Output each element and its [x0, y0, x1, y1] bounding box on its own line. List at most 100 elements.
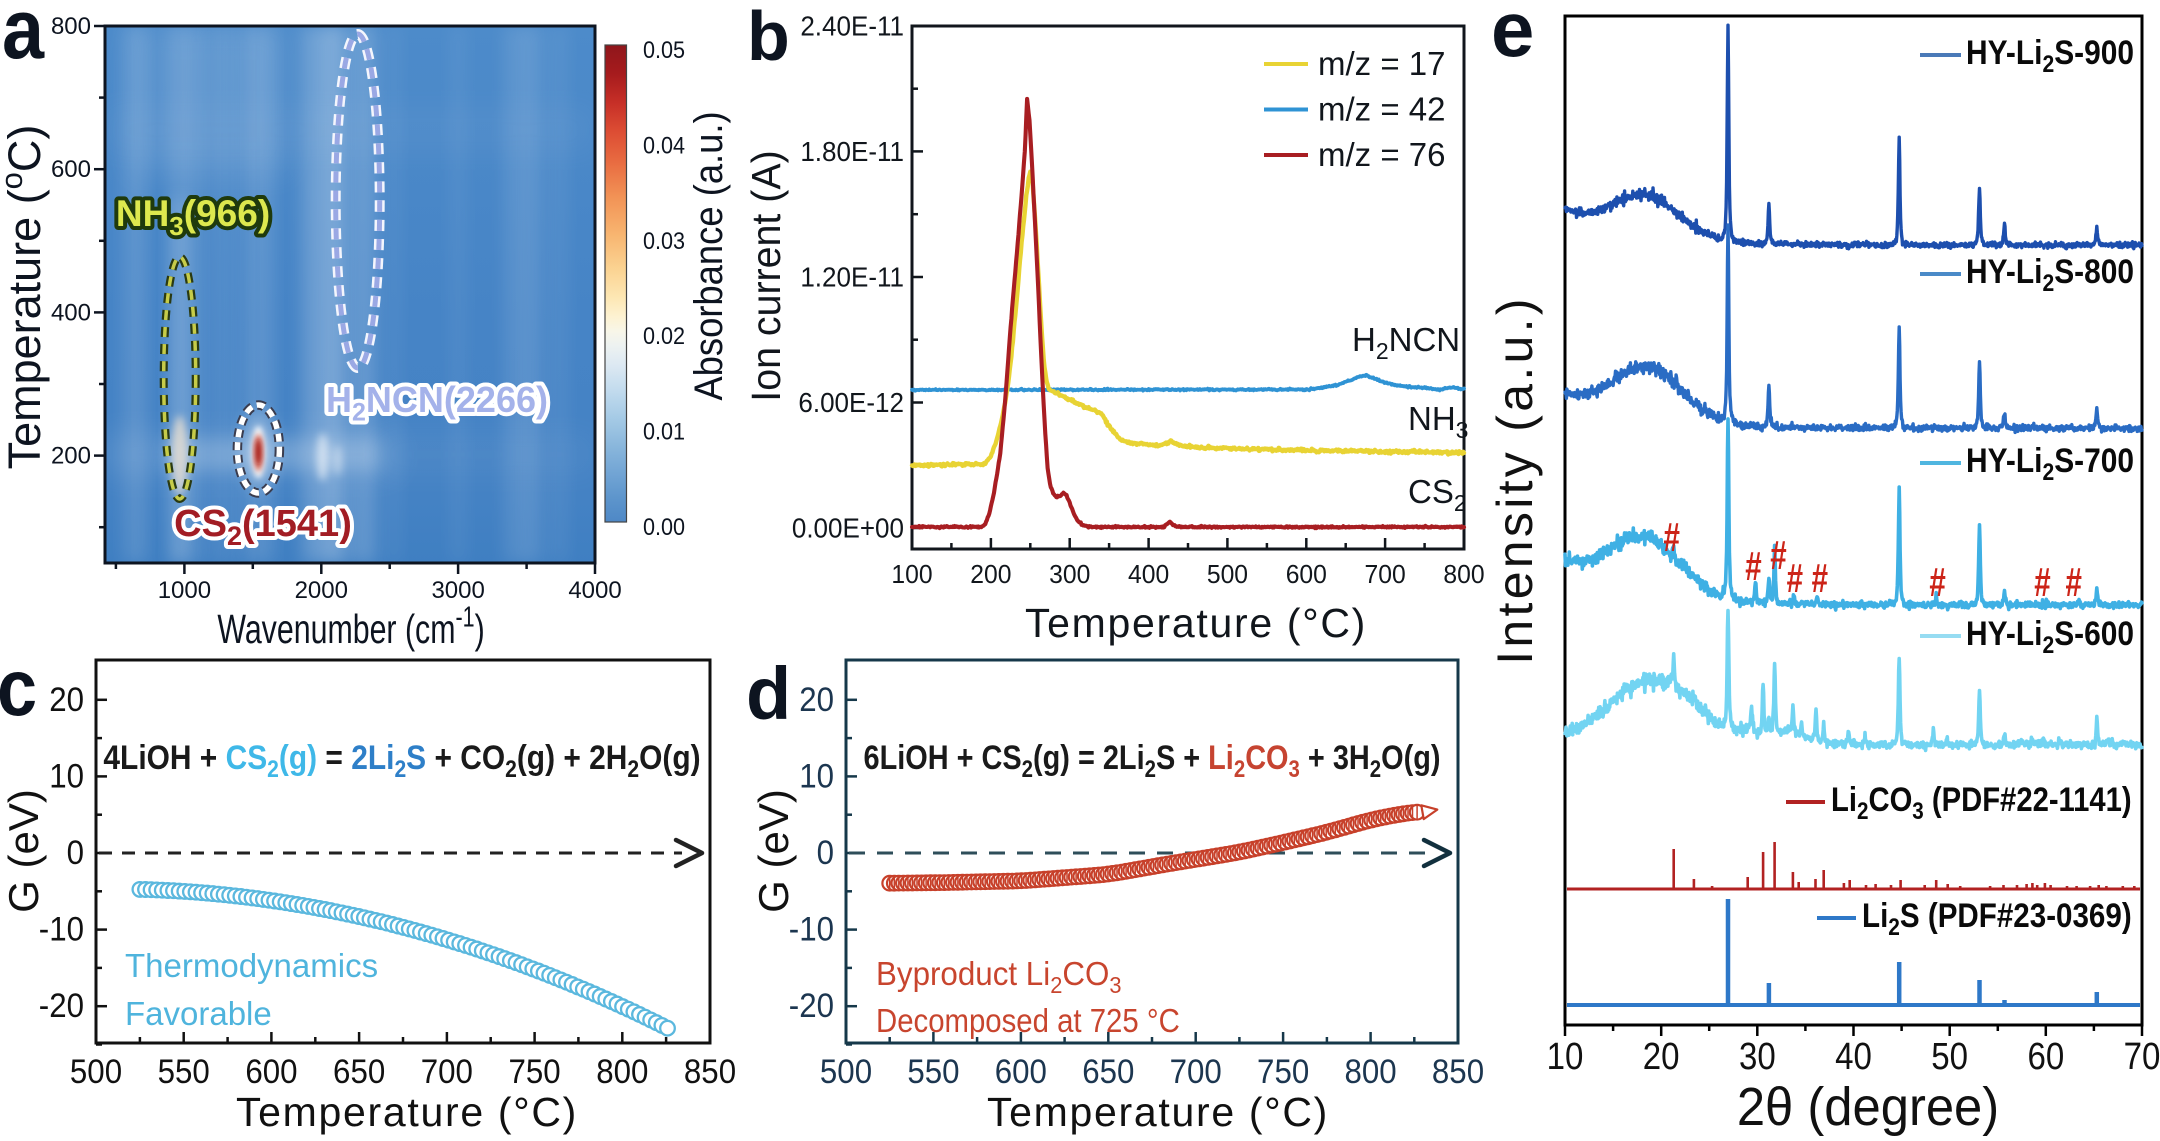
svg-text:20: 20 [799, 680, 834, 719]
svg-text:700: 700 [421, 1052, 473, 1091]
svg-text:600: 600 [245, 1052, 297, 1091]
svg-text:NH3(966): NH3(966) [116, 193, 270, 241]
svg-text:70: 70 [2124, 1035, 2160, 1078]
svg-text:6LiOH + CS2(g) = 2Li2S + Li2CO: 6LiOH + CS2(g) = 2Li2S + Li2CO3 + 3H2O(g… [864, 738, 1441, 783]
svg-text:m/z = 17: m/z = 17 [1318, 45, 1445, 82]
svg-text:-10: -10 [39, 909, 84, 948]
svg-text:2θ (degree): 2θ (degree) [1737, 1078, 1999, 1136]
svg-text:#: # [2034, 559, 2051, 605]
svg-text:NH3(966): NH3(966) [116, 193, 270, 241]
svg-text:0.00: 0.00 [643, 513, 685, 540]
svg-text:0.00E+00: 0.00E+00 [792, 513, 904, 544]
svg-text:#: # [2066, 559, 2083, 605]
svg-text:20: 20 [1643, 1035, 1680, 1078]
svg-text:G (eV): G (eV) [750, 789, 797, 913]
svg-text:4000: 4000 [568, 577, 621, 604]
svg-text:650: 650 [333, 1052, 385, 1091]
svg-text:50: 50 [1931, 1035, 1968, 1078]
svg-text:600: 600 [995, 1052, 1047, 1091]
svg-text:Li2S (PDF#23-0369): Li2S (PDF#23-0369) [1862, 896, 2132, 940]
svg-text:Li2CO3 (PDF#22-1141): Li2CO3 (PDF#22-1141) [1831, 780, 2132, 825]
svg-text:400: 400 [1128, 560, 1169, 589]
svg-text:2.40E-11: 2.40E-11 [800, 11, 904, 42]
svg-text:750: 750 [1257, 1052, 1309, 1091]
svg-text:#: # [1770, 532, 1787, 578]
svg-text:1.80E-11: 1.80E-11 [800, 136, 904, 167]
svg-text:1000: 1000 [158, 577, 211, 604]
svg-text:Wavenumber (cm-1): Wavenumber (cm-1) [217, 602, 484, 653]
svg-text:H2NCN(2266): H2NCN(2266) [326, 379, 548, 427]
svg-text:3000: 3000 [431, 577, 484, 604]
svg-text:550: 550 [907, 1052, 959, 1091]
svg-text:10: 10 [799, 756, 834, 795]
svg-text:0: 0 [67, 833, 84, 872]
svg-text:HY-Li2S-900: HY-Li2S-900 [1966, 33, 2134, 77]
svg-text:#: # [1787, 555, 1804, 601]
svg-text:550: 550 [158, 1052, 210, 1091]
svg-text:800: 800 [596, 1052, 648, 1091]
svg-text:20: 20 [49, 680, 84, 719]
svg-text:#: # [1812, 555, 1829, 601]
svg-text:Favorable: Favorable [125, 995, 272, 1032]
svg-text:0.05: 0.05 [643, 36, 685, 63]
svg-text:e: e [1491, 0, 1534, 73]
svg-text:600: 600 [1286, 560, 1327, 589]
svg-text:CS2(1541): CS2(1541) [174, 503, 352, 551]
svg-text:0.02: 0.02 [643, 322, 685, 349]
svg-text:500: 500 [820, 1052, 872, 1091]
svg-text:750: 750 [508, 1052, 560, 1091]
svg-text:100: 100 [891, 560, 932, 589]
svg-text:40: 40 [1835, 1035, 1872, 1078]
svg-text:650: 650 [1082, 1052, 1134, 1091]
svg-text:600: 600 [51, 156, 91, 183]
svg-text:-20: -20 [39, 986, 84, 1025]
svg-text:0.03: 0.03 [643, 227, 685, 254]
svg-text:#: # [1929, 559, 1946, 605]
svg-text:500: 500 [1207, 560, 1248, 589]
svg-text:1.20E-11: 1.20E-11 [800, 262, 904, 293]
svg-text:Decomposed at 725 °C: Decomposed at 725 °C [876, 1002, 1180, 1039]
svg-text:#: # [1745, 543, 1762, 589]
svg-text:200: 200 [51, 443, 91, 470]
svg-text:CS2(1541): CS2(1541) [174, 503, 352, 551]
svg-text:b: b [747, 0, 790, 75]
svg-text:10: 10 [49, 756, 84, 795]
svg-text:Ion current (A): Ion current (A) [743, 150, 789, 401]
svg-text:0.01: 0.01 [643, 418, 685, 445]
svg-text:Intensity (a.u.): Intensity (a.u.) [1487, 295, 1543, 665]
svg-text:850: 850 [1432, 1052, 1484, 1091]
svg-text:Temperature (°C): Temperature (°C) [236, 1089, 578, 1135]
svg-text:10: 10 [1547, 1035, 1584, 1078]
svg-text:H2NCN: H2NCN [1352, 321, 1460, 364]
svg-text:700: 700 [1170, 1052, 1222, 1091]
svg-text:2000: 2000 [295, 577, 348, 604]
svg-text:30: 30 [1739, 1035, 1776, 1078]
svg-text:m/z = 76: m/z = 76 [1318, 136, 1445, 173]
svg-text:NH3: NH3 [1408, 400, 1468, 443]
svg-text:CS2: CS2 [1408, 473, 1467, 516]
svg-text:Byproduct Li2CO3: Byproduct Li2CO3 [876, 955, 1122, 998]
svg-text:0.04: 0.04 [643, 131, 685, 158]
svg-text:300: 300 [1049, 560, 1090, 589]
svg-text:800: 800 [1344, 1052, 1396, 1091]
svg-text:800: 800 [1443, 560, 1484, 589]
svg-text:HY-Li2S-800: HY-Li2S-800 [1966, 252, 2134, 296]
svg-text:500: 500 [70, 1052, 122, 1091]
svg-text:400: 400 [51, 299, 91, 326]
svg-text:#: # [1664, 514, 1681, 560]
svg-text:m/z = 42: m/z = 42 [1318, 91, 1445, 128]
svg-text:4LiOH + CS2(g) = 2Li2S + CO2(g: 4LiOH + CS2(g) = 2Li2S + CO2(g) + 2H2O(g… [103, 738, 700, 782]
svg-text:Temperature (oC): Temperature (oC) [0, 125, 50, 470]
svg-text:HY-Li2S-700: HY-Li2S-700 [1966, 441, 2134, 485]
svg-text:200: 200 [970, 560, 1011, 589]
svg-text:6.00E-12: 6.00E-12 [798, 387, 904, 418]
svg-text:850: 850 [684, 1052, 736, 1091]
svg-text:Temperature (°C): Temperature (°C) [987, 1089, 1329, 1135]
svg-text:d: d [746, 652, 791, 735]
svg-text:H2NCN(2266): H2NCN(2266) [326, 379, 548, 427]
svg-text:G (eV): G (eV) [0, 789, 47, 913]
svg-text:c: c [0, 644, 37, 733]
svg-text:60: 60 [2027, 1035, 2064, 1078]
svg-text:HY-Li2S-600: HY-Li2S-600 [1966, 614, 2134, 658]
svg-text:-10: -10 [789, 909, 834, 948]
